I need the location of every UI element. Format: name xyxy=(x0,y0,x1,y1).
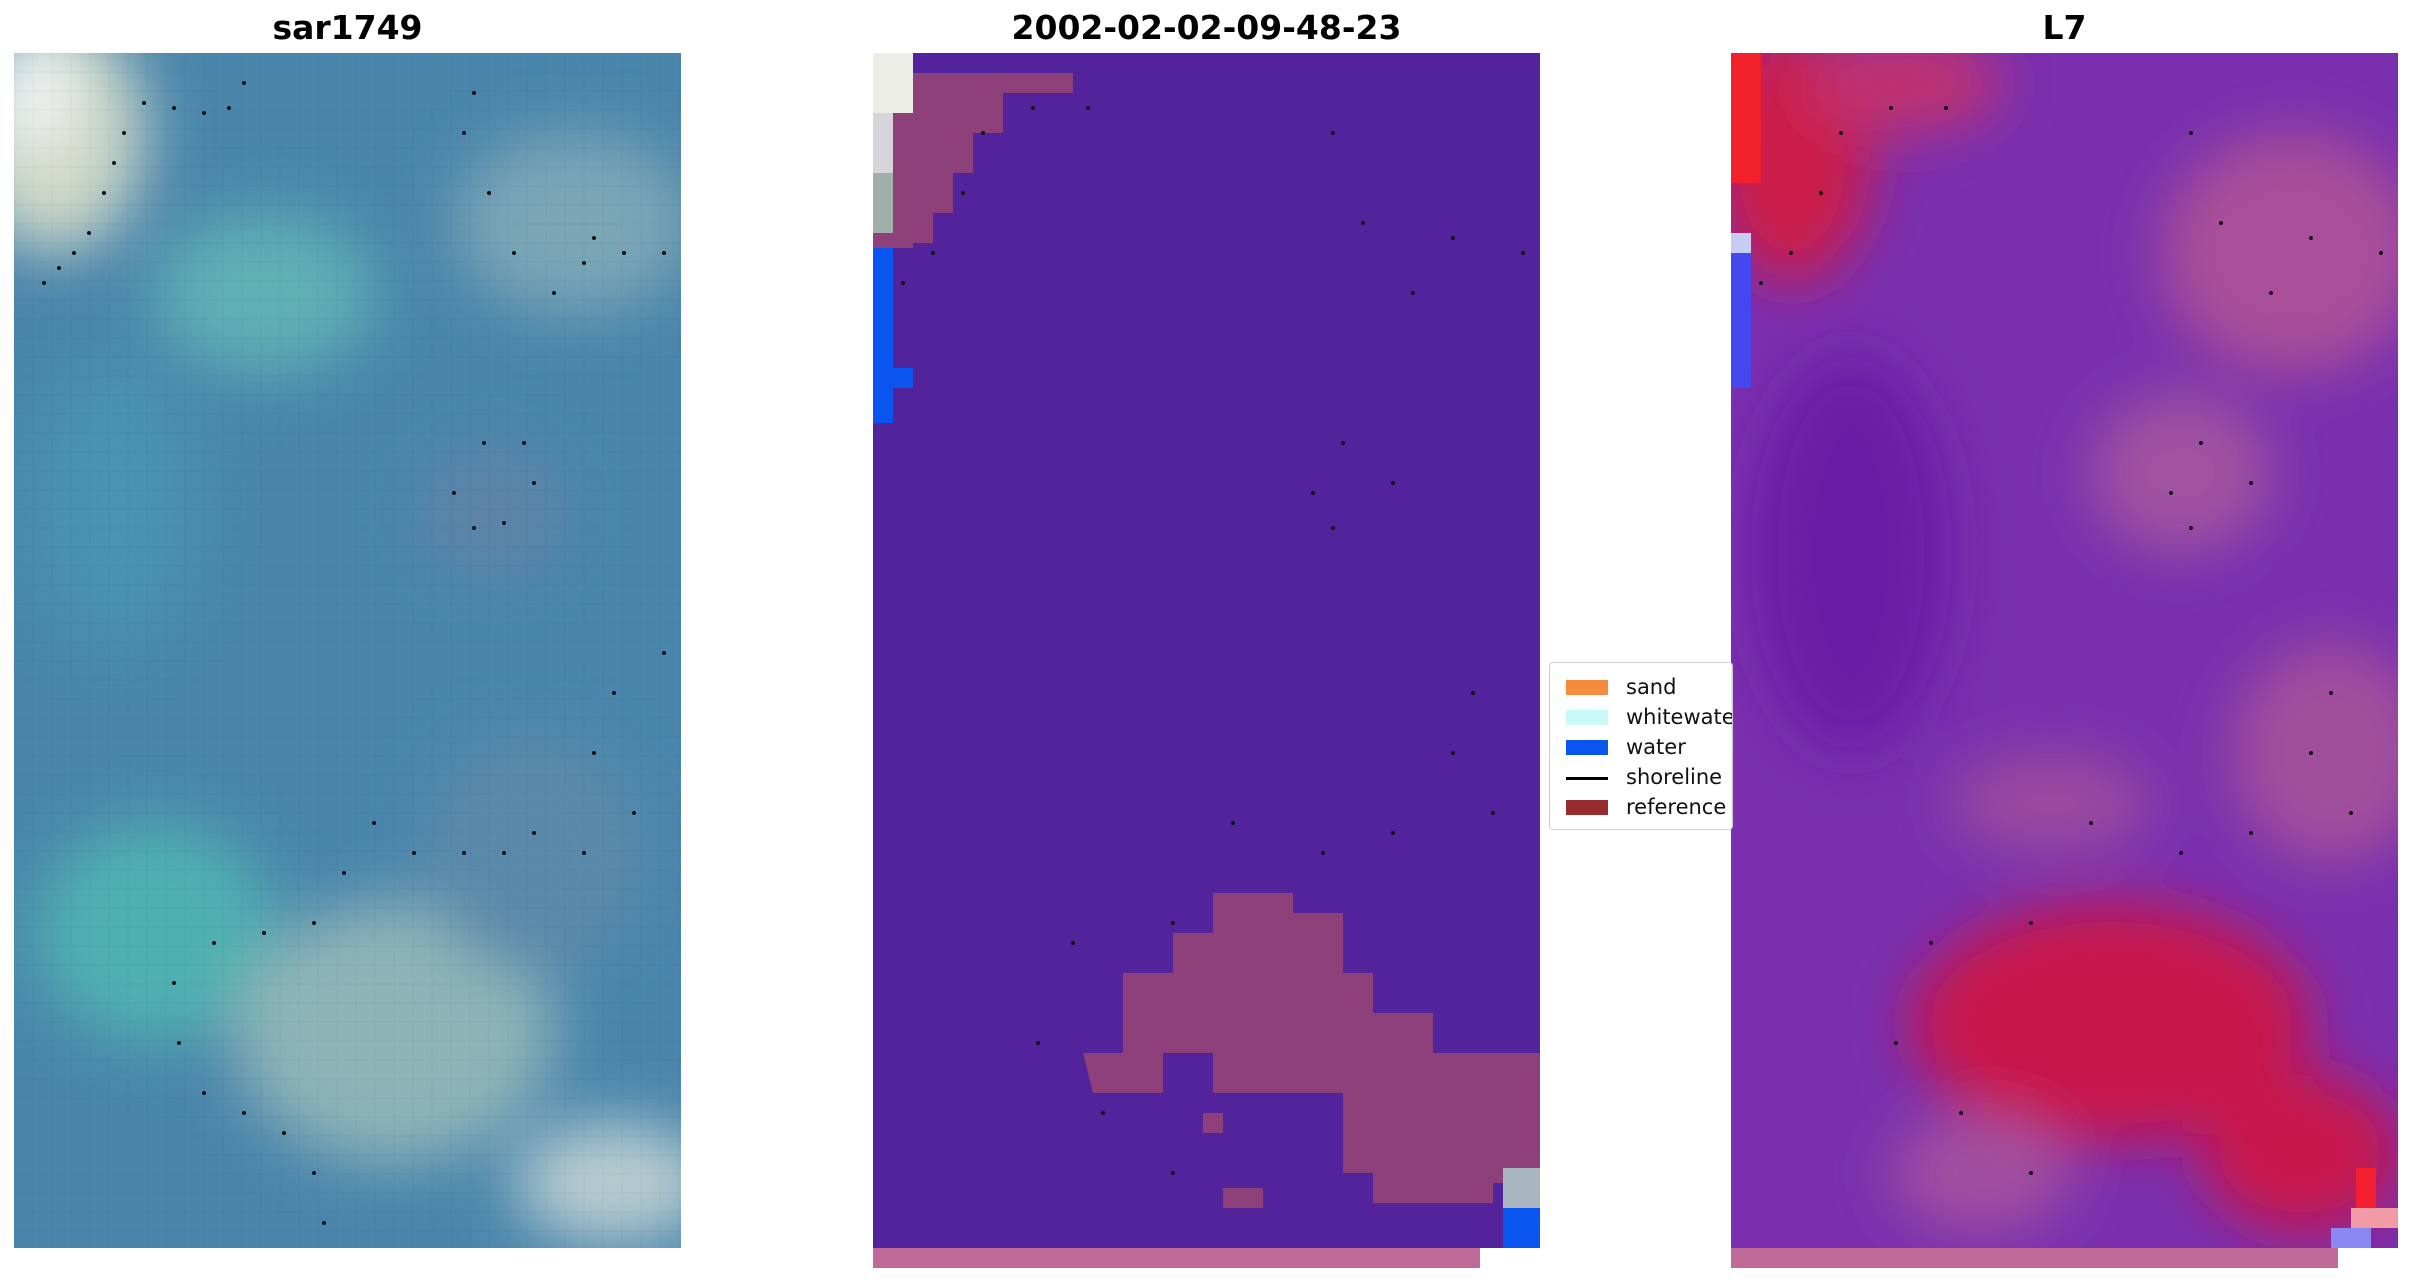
sand-swatch xyxy=(1566,680,1608,695)
bottom-strip-classified xyxy=(873,1248,1480,1268)
legend-item-water: water xyxy=(1558,733,1732,761)
reference-shoreline-swatch xyxy=(1566,800,1608,815)
panel-title-classified: 2002-02-02-09-48-23 xyxy=(1011,8,1402,47)
legend-label: shoreline xyxy=(1626,765,1723,789)
shoreline-dots-classified xyxy=(901,106,1525,1175)
rgb-image xyxy=(14,53,681,1248)
panel-title-rgb: sar1749 xyxy=(272,8,423,47)
whitewater-swatch xyxy=(1566,710,1608,725)
shoreline-dots-rgb xyxy=(42,81,666,1225)
legend-item-reference-shoreline: reference shoreline xyxy=(1558,793,1732,821)
legend-item-shoreline: shoreline xyxy=(1558,763,1732,791)
bottom-strip-index xyxy=(1731,1248,2338,1268)
rgb-image-panel xyxy=(14,53,681,1248)
legend-label: whitewater xyxy=(1626,705,1733,729)
legend: sand whitewater water shoreline referenc… xyxy=(1549,662,1733,830)
legend-label: sand xyxy=(1626,675,1677,699)
shoreline-line-icon xyxy=(1566,777,1608,780)
index-image xyxy=(1731,53,2398,1248)
panel-title-mndwi: L7 xyxy=(2042,8,2087,47)
index-image-panel xyxy=(1731,53,2398,1248)
classified-image-panel xyxy=(873,53,1540,1248)
classified-image xyxy=(873,53,1540,1248)
shoreline-dots-index xyxy=(1759,106,2383,1175)
legend-item-whitewater: whitewater xyxy=(1558,703,1733,731)
legend-label: reference shoreline xyxy=(1626,795,1732,819)
legend-label: water xyxy=(1626,735,1686,759)
water-swatch xyxy=(1566,740,1608,755)
legend-item-sand: sand xyxy=(1558,673,1732,701)
